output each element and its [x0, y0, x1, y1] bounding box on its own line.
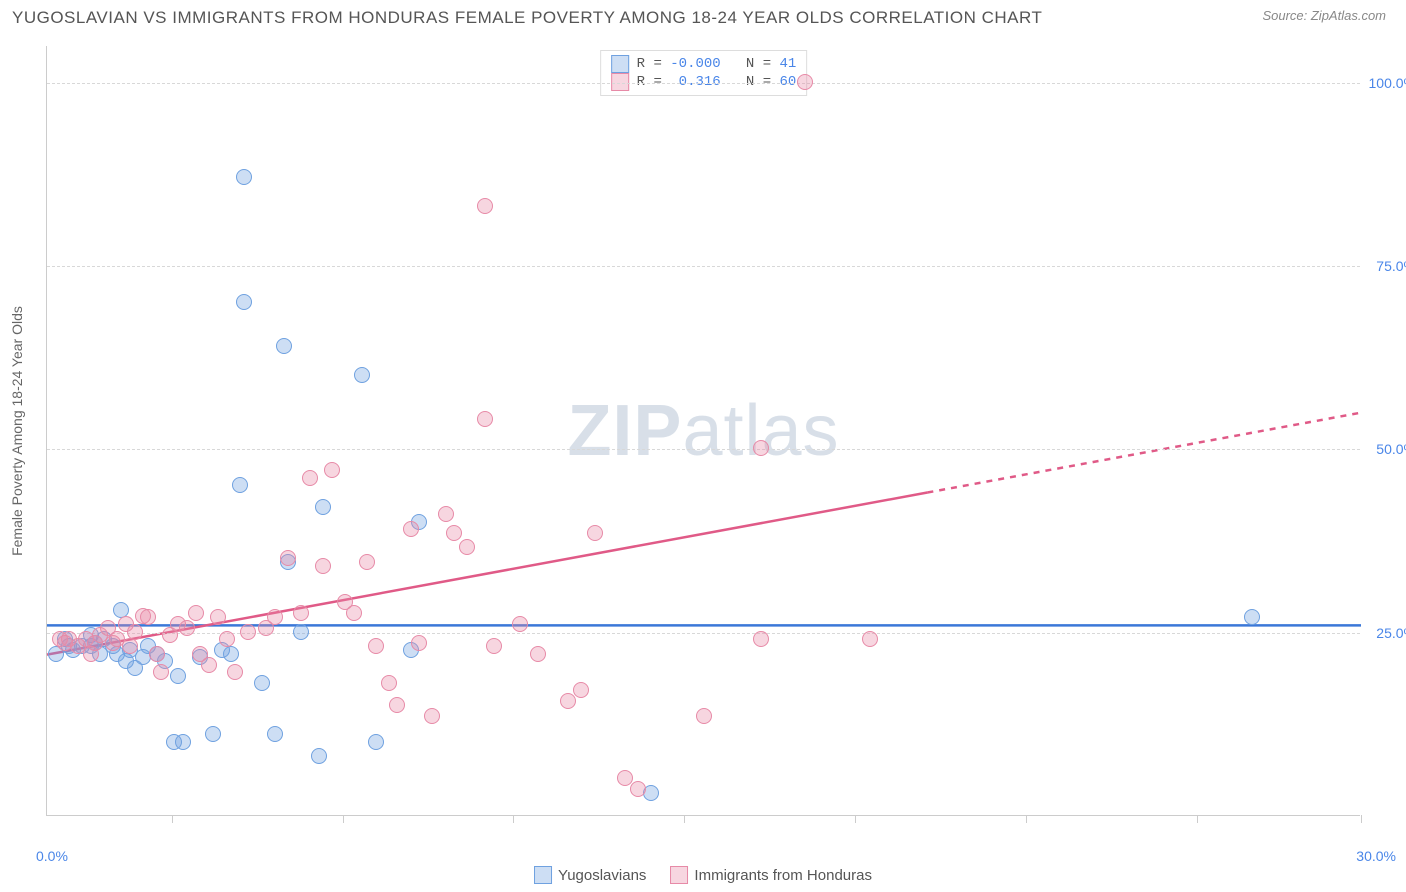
scatter-marker — [411, 635, 427, 651]
plot-svg — [47, 46, 1360, 815]
legend-series-item: Immigrants from Honduras — [670, 866, 872, 884]
gridline — [47, 266, 1360, 267]
scatter-marker — [122, 638, 138, 654]
scatter-marker — [368, 638, 384, 654]
y-tick-label: 50.0% — [1376, 441, 1406, 457]
chart-title: YUGOSLAVIAN VS IMMIGRANTS FROM HONDURAS … — [12, 8, 1042, 28]
scatter-marker — [267, 726, 283, 742]
scatter-marker — [149, 646, 165, 662]
legend-swatch — [534, 866, 552, 884]
scatter-marker — [459, 539, 475, 555]
scatter-marker — [560, 693, 576, 709]
scatter-marker — [530, 646, 546, 662]
gridline — [47, 83, 1360, 84]
scatter-marker — [227, 664, 243, 680]
x-tick — [172, 815, 173, 823]
scatter-marker — [486, 638, 502, 654]
scatter-marker — [512, 616, 528, 632]
legend-swatch — [670, 866, 688, 884]
x-tick — [1026, 815, 1027, 823]
scatter-marker — [175, 734, 191, 750]
x-axis-min-label: 0.0% — [36, 848, 68, 864]
x-tick — [513, 815, 514, 823]
scatter-marker — [389, 697, 405, 713]
scatter-marker — [236, 169, 252, 185]
scatter-marker — [573, 682, 589, 698]
y-tick-label: 100.0% — [1369, 75, 1406, 91]
x-tick — [1197, 815, 1198, 823]
scatter-marker — [1244, 609, 1260, 625]
scatter-marker — [403, 521, 419, 537]
scatter-marker — [280, 550, 296, 566]
scatter-marker — [753, 440, 769, 456]
x-tick — [1361, 815, 1362, 823]
scatter-marker — [368, 734, 384, 750]
scatter-marker — [630, 781, 646, 797]
scatter-marker — [179, 620, 195, 636]
x-tick — [684, 815, 685, 823]
legend-series-label: Yugoslavians — [558, 867, 646, 884]
scatter-marker — [381, 675, 397, 691]
scatter-marker — [324, 462, 340, 478]
scatter-marker — [753, 631, 769, 647]
scatter-marker — [127, 624, 143, 640]
scatter-marker — [797, 74, 813, 90]
scatter-marker — [188, 605, 204, 621]
scatter-marker — [153, 664, 169, 680]
x-axis-max-label: 30.0% — [1356, 848, 1396, 864]
scatter-marker — [293, 605, 309, 621]
gridline — [47, 449, 1360, 450]
scatter-marker — [293, 624, 309, 640]
scatter-marker — [424, 708, 440, 724]
scatter-marker — [254, 675, 270, 691]
scatter-marker — [223, 646, 239, 662]
scatter-marker — [477, 411, 493, 427]
scatter-marker — [240, 624, 256, 640]
legend-series-item: Yugoslavians — [534, 866, 646, 884]
scatter-marker — [276, 338, 292, 354]
scatter-marker — [170, 668, 186, 684]
scatter-marker — [205, 726, 221, 742]
scatter-marker — [438, 506, 454, 522]
scatter-marker — [210, 609, 226, 625]
scatter-marker — [236, 294, 252, 310]
x-tick — [855, 815, 856, 823]
scatter-marker — [315, 499, 331, 515]
correlation-legend: R = -0.000 N = 41R = 0.316 N = 60 — [600, 50, 808, 96]
series-legend: Yugoslavians Immigrants from Honduras — [534, 866, 872, 884]
scatter-marker — [477, 198, 493, 214]
scatter-marker — [354, 367, 370, 383]
scatter-marker — [587, 525, 603, 541]
scatter-marker — [696, 708, 712, 724]
legend-swatch — [611, 55, 629, 73]
scatter-chart: Female Poverty Among 18-24 Year Olds ZIP… — [46, 46, 1360, 816]
scatter-marker — [359, 554, 375, 570]
scatter-marker — [267, 609, 283, 625]
legend-row: R = -0.000 N = 41 — [611, 55, 797, 73]
scatter-marker — [315, 558, 331, 574]
scatter-marker — [446, 525, 462, 541]
scatter-marker — [219, 631, 235, 647]
y-axis-label: Female Poverty Among 18-24 Year Olds — [9, 306, 25, 556]
scatter-marker — [862, 631, 878, 647]
scatter-marker — [346, 605, 362, 621]
scatter-marker — [232, 477, 248, 493]
y-tick-label: 25.0% — [1376, 625, 1406, 641]
source-attribution: Source: ZipAtlas.com — [1262, 8, 1386, 23]
scatter-marker — [201, 657, 217, 673]
scatter-marker — [311, 748, 327, 764]
x-tick — [343, 815, 344, 823]
y-tick-label: 75.0% — [1376, 258, 1406, 274]
scatter-marker — [302, 470, 318, 486]
scatter-marker — [140, 609, 156, 625]
legend-series-label: Immigrants from Honduras — [694, 867, 872, 884]
scatter-marker — [113, 602, 129, 618]
trend-line-dashed — [927, 413, 1361, 493]
